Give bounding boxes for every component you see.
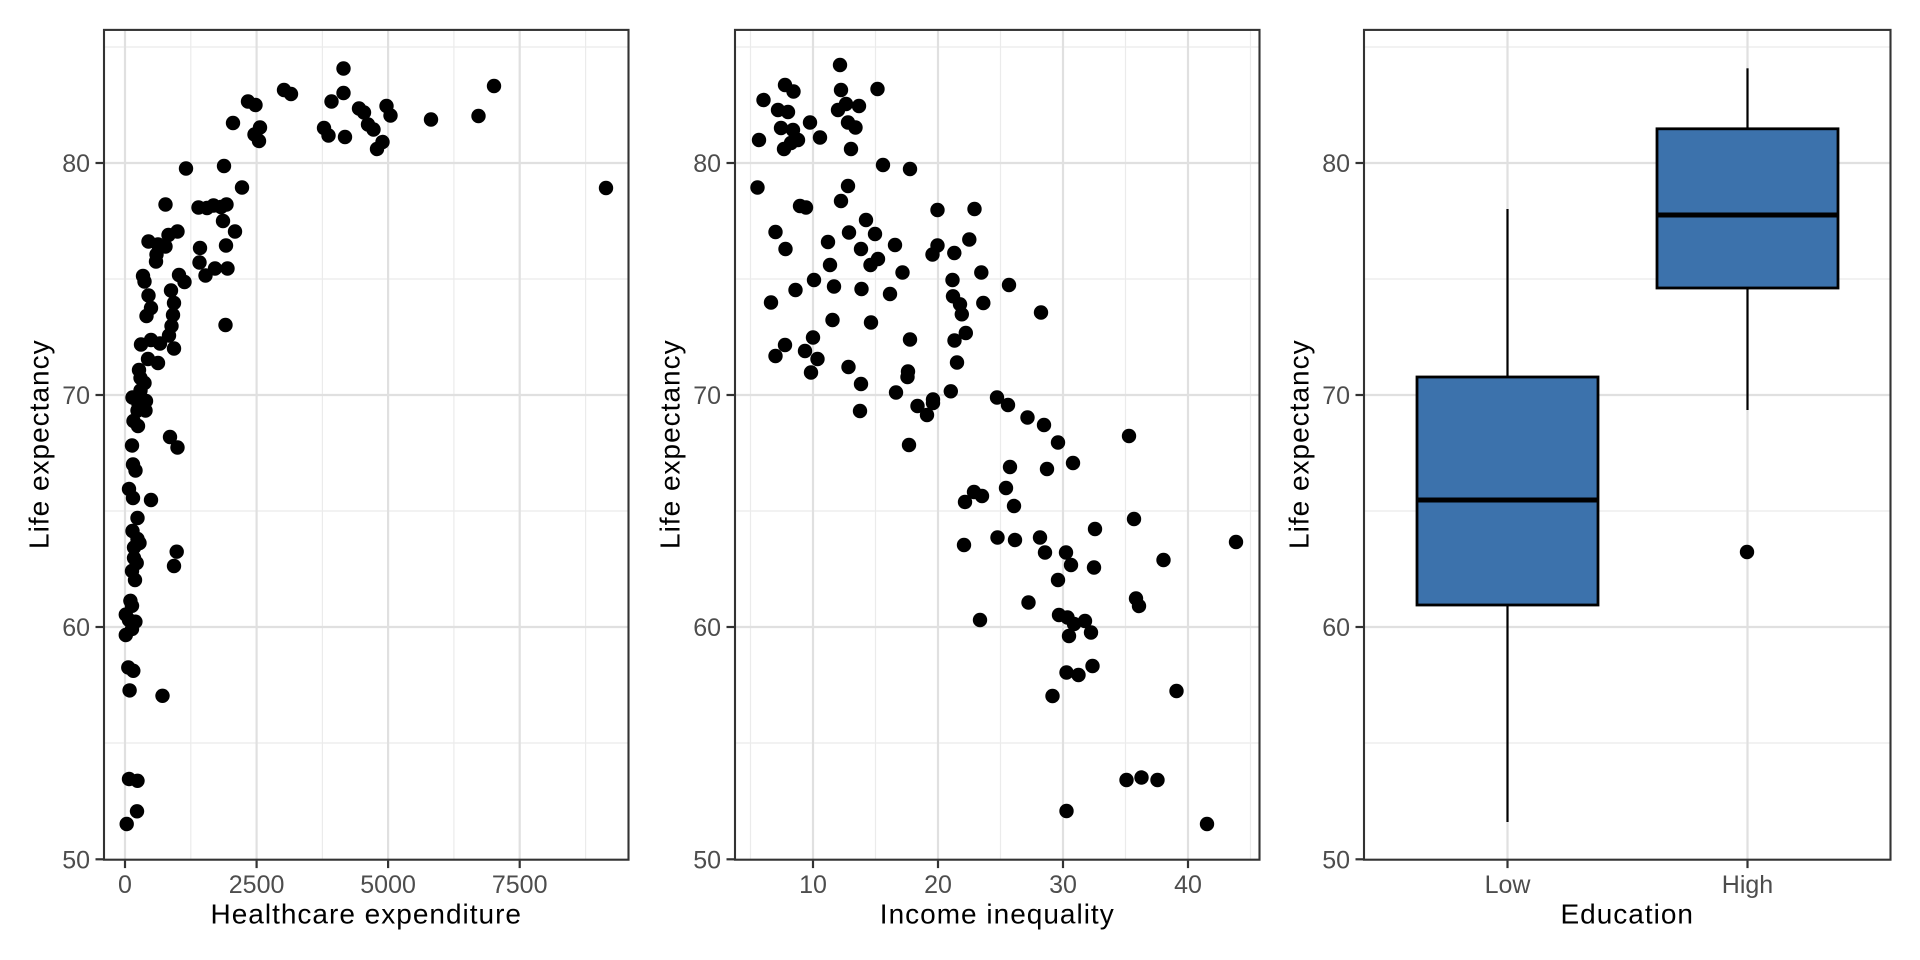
- svg-text:40: 40: [1174, 871, 1202, 899]
- svg-text:60: 60: [1322, 614, 1350, 642]
- svg-text:Income inequality: Income inequality: [880, 899, 1115, 930]
- svg-text:0: 0: [118, 871, 132, 899]
- svg-text:Low: Low: [1485, 871, 1532, 899]
- svg-text:Life expectancy: Life expectancy: [1283, 339, 1314, 549]
- svg-text:10: 10: [799, 871, 827, 899]
- svg-text:80: 80: [1322, 150, 1350, 178]
- svg-text:80: 80: [62, 150, 90, 178]
- svg-text:80: 80: [693, 150, 721, 178]
- svg-text:Education: Education: [1560, 899, 1694, 930]
- svg-text:50: 50: [1322, 847, 1350, 875]
- svg-text:Healthcare expenditure: Healthcare expenditure: [210, 899, 522, 930]
- svg-text:60: 60: [62, 614, 90, 642]
- svg-text:70: 70: [693, 382, 721, 410]
- svg-text:70: 70: [1322, 382, 1350, 410]
- svg-text:70: 70: [62, 382, 90, 410]
- svg-text:5000: 5000: [360, 871, 416, 899]
- svg-text:20: 20: [924, 871, 952, 899]
- svg-text:7500: 7500: [492, 871, 548, 899]
- svg-text:50: 50: [62, 847, 90, 875]
- svg-text:50: 50: [693, 847, 721, 875]
- svg-text:30: 30: [1049, 871, 1077, 899]
- svg-text:High: High: [1722, 871, 1773, 899]
- svg-text:60: 60: [693, 614, 721, 642]
- svg-text:2500: 2500: [229, 871, 285, 899]
- svg-text:Life expectancy: Life expectancy: [23, 339, 54, 549]
- svg-text:Life expectancy: Life expectancy: [654, 339, 685, 549]
